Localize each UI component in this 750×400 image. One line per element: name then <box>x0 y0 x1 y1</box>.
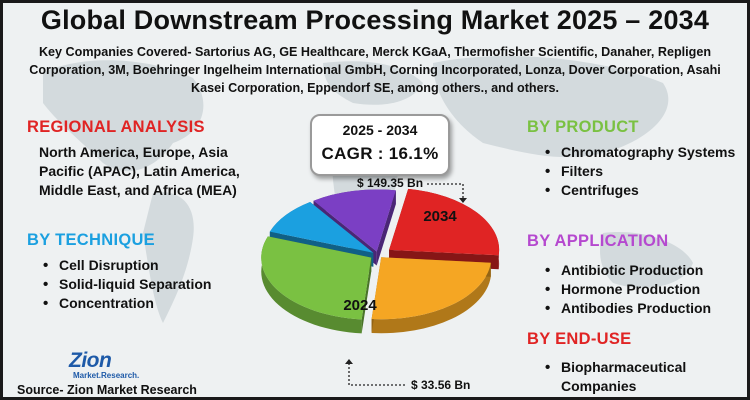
logo-subtext: Market.Research. <box>73 371 140 380</box>
end-use-list: Biopharmaceutical Companies <box>543 358 743 396</box>
pie-slice-wall <box>361 257 372 334</box>
logo-word: Zion <box>69 349 112 372</box>
application-item: Hormone Production <box>543 280 747 299</box>
pie-slice <box>389 188 500 256</box>
product-item: Filters <box>543 162 743 181</box>
pie-slice-side <box>261 236 362 334</box>
pie-slice <box>313 189 396 252</box>
product-list: Chromatography Systems Filters Centrifug… <box>543 143 743 200</box>
callout-line <box>348 363 407 386</box>
zion-logo: Zion Market.Research. <box>69 349 139 380</box>
technique-item: Concentration <box>41 294 281 313</box>
application-list: Antibiotic Production Hormone Production… <box>543 261 747 318</box>
callout-arrow <box>459 198 467 203</box>
end-use-item: Biopharmaceutical Companies <box>543 358 743 396</box>
callout-arrow <box>345 359 353 364</box>
regional-analysis-heading: REGIONAL ANALYSIS <box>27 118 205 136</box>
pie-slice-wall <box>376 190 396 266</box>
end-use-heading: BY END-USE <box>527 330 632 348</box>
market-pie-chart: 2024 2034 $ 149.35 Bn $ 33.56 Bn <box>261 176 500 392</box>
value-label: $ 33.56 Bn <box>411 378 470 392</box>
application-heading: BY APPLICATION <box>527 232 669 250</box>
pie-slice <box>269 202 374 253</box>
regional-analysis-text: North America, Europe, Asia Pacific (APA… <box>39 144 240 198</box>
source-text: Source- Zion Market Research <box>17 383 197 397</box>
pie-slice-label: 2024 <box>343 297 377 314</box>
cagr-value: CAGR : 16.1% <box>321 144 439 163</box>
technique-heading: BY TECHNIQUE <box>27 231 155 249</box>
product-heading: BY PRODUCT <box>527 118 639 136</box>
pie-slice-label: 2034 <box>423 208 457 225</box>
key-companies-text: Key Companies Covered- Sartorius AG, GE … <box>29 45 721 95</box>
application-item: Antibodies Production <box>543 299 747 318</box>
cagr-box: 2025 - 2034 CAGR : 16.1% <box>310 114 450 176</box>
value-label: $ 149.35 Bn <box>357 176 423 190</box>
pie-slice <box>371 257 491 320</box>
callout-line <box>427 183 464 199</box>
product-item: Centrifuges <box>543 181 743 200</box>
technique-item: Cell Disruption <box>41 256 281 275</box>
technique-list: Cell Disruption Solid-liquid Separation … <box>41 256 281 313</box>
application-item: Antibiotic Production <box>543 261 747 280</box>
cagr-period: 2025 - 2034 <box>342 122 418 138</box>
pie-slice <box>261 236 372 320</box>
pie-slice-side <box>371 262 491 334</box>
technique-item: Solid-liquid Separation <box>41 275 281 294</box>
page-title: Global Downstream Processing Market 2025… <box>40 5 710 35</box>
product-item: Chromatography Systems <box>543 143 743 162</box>
